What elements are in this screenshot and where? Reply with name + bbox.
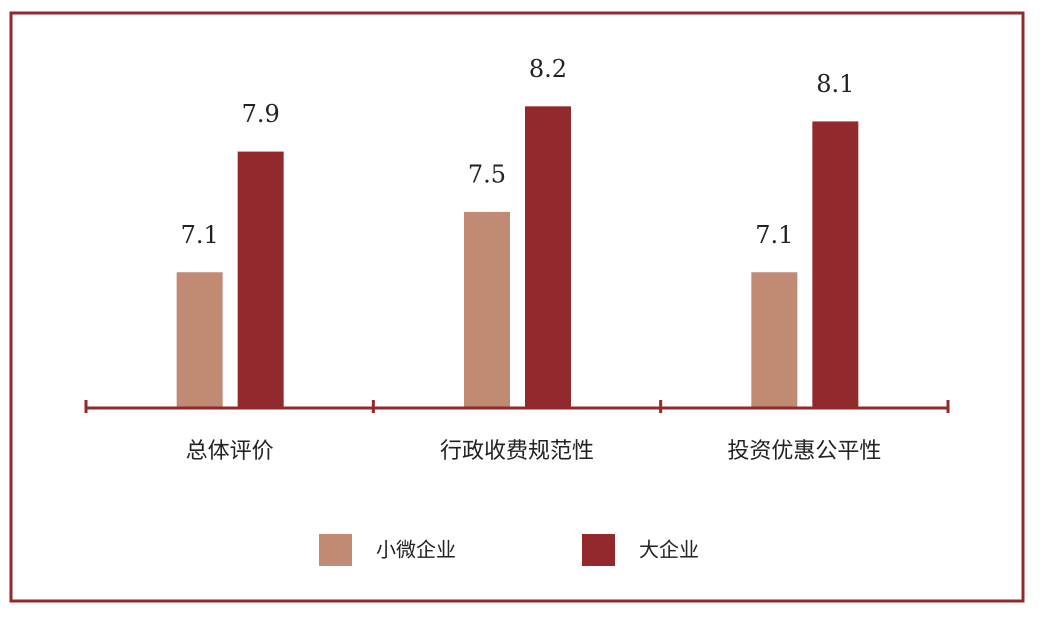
bar	[812, 121, 859, 409]
value-label: 7.1	[181, 221, 219, 249]
legend-swatch	[319, 534, 352, 566]
bar	[464, 211, 510, 408]
legend-label: 大企业	[639, 538, 699, 562]
frame	[9, 11, 1025, 603]
x-tick-label: 总体评价	[186, 439, 274, 464]
value-label: 7.5	[468, 160, 506, 188]
bar	[237, 151, 284, 409]
value-label: 7.9	[242, 100, 280, 128]
value-label: 8.1	[816, 70, 854, 98]
bar	[525, 106, 571, 408]
value-label: 7.1	[755, 221, 793, 249]
x-tick-label: 行政收费规范性	[440, 439, 594, 464]
value-label: 8.2	[529, 55, 567, 83]
bar	[751, 272, 798, 408]
legend-label: 小微企业	[376, 538, 456, 562]
legend-swatch	[582, 534, 615, 566]
x-tick-label: 投资优惠公平性	[727, 439, 881, 464]
bar	[176, 272, 223, 408]
